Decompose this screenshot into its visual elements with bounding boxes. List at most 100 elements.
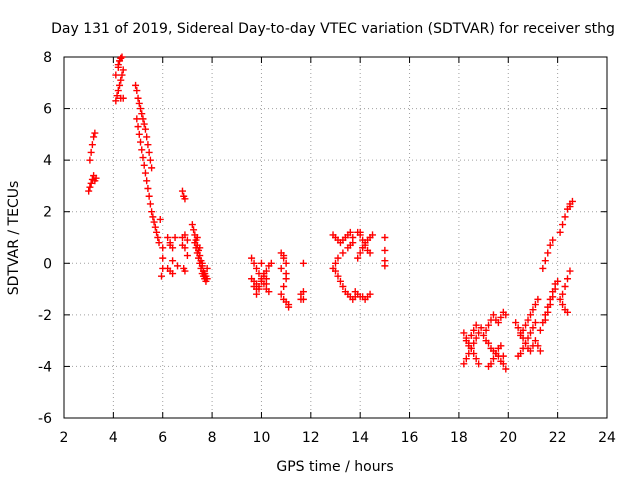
data-point xyxy=(203,264,211,272)
data-point xyxy=(566,267,574,275)
data-point xyxy=(282,270,290,278)
data-point xyxy=(531,319,539,327)
data-point xyxy=(475,329,483,337)
data-point xyxy=(155,239,163,247)
data-point xyxy=(181,195,189,203)
x-tick-label: 14 xyxy=(351,430,369,446)
data-point xyxy=(502,311,510,319)
data-point xyxy=(559,301,567,309)
data-point xyxy=(561,213,569,221)
data-point xyxy=(166,241,174,249)
data-point xyxy=(119,66,127,74)
data-point xyxy=(134,123,142,131)
data-point xyxy=(460,360,468,368)
data-point xyxy=(472,334,480,342)
data-point xyxy=(514,324,522,332)
data-point xyxy=(366,290,374,298)
data-point xyxy=(526,329,534,337)
data-point xyxy=(112,97,120,105)
data-point xyxy=(86,183,94,191)
data-point xyxy=(334,272,342,280)
data-point xyxy=(526,347,534,355)
data-point xyxy=(512,319,520,327)
data-point xyxy=(381,234,389,241)
data-point xyxy=(462,355,470,363)
data-point xyxy=(138,110,146,118)
data-point xyxy=(470,350,478,358)
data-point xyxy=(485,339,493,347)
data-point xyxy=(154,234,162,241)
data-point xyxy=(90,133,98,141)
data-point xyxy=(470,326,478,334)
data-point xyxy=(87,148,95,156)
data-point xyxy=(134,94,142,102)
data-point xyxy=(285,303,293,311)
data-point xyxy=(332,267,339,275)
data-point xyxy=(299,288,307,296)
data-point xyxy=(517,331,525,339)
data-point xyxy=(492,350,500,358)
data-point xyxy=(178,241,186,249)
x-tick-label: 24 xyxy=(598,430,616,446)
data-point xyxy=(534,342,542,350)
data-point xyxy=(117,54,125,62)
data-point xyxy=(138,146,146,154)
data-point xyxy=(88,141,96,149)
data-point xyxy=(349,239,357,247)
x-tick-label: 20 xyxy=(499,430,517,446)
data-point xyxy=(282,259,290,267)
data-point xyxy=(566,203,574,211)
data-point xyxy=(265,288,273,296)
data-point xyxy=(135,130,143,138)
data-point xyxy=(181,231,189,239)
data-point xyxy=(145,192,153,200)
data-point xyxy=(133,115,141,123)
data-point xyxy=(116,81,124,89)
data-point xyxy=(539,264,547,272)
data-point xyxy=(502,365,510,373)
data-point xyxy=(193,234,201,241)
data-point xyxy=(519,326,527,334)
y-tick-label: 8 xyxy=(43,50,52,66)
data-point xyxy=(143,133,151,141)
y-tick-label: 6 xyxy=(43,102,52,118)
data-point xyxy=(86,156,94,164)
data-point xyxy=(332,259,339,267)
data-point xyxy=(536,347,544,355)
data-point xyxy=(169,270,177,278)
data-point xyxy=(366,249,374,257)
data-point xyxy=(334,254,342,262)
data-point xyxy=(198,259,206,267)
data-point xyxy=(262,275,270,283)
data-point xyxy=(92,174,100,182)
data-point xyxy=(472,355,480,363)
x-tick-label: 6 xyxy=(158,430,167,446)
data-point xyxy=(114,63,122,71)
data-point xyxy=(529,324,537,332)
data-point xyxy=(369,231,377,239)
data-point xyxy=(522,339,530,347)
data-point xyxy=(149,213,157,221)
data-point xyxy=(91,129,99,137)
x-axis-label: GPS time / hours xyxy=(276,459,393,475)
data-point xyxy=(485,321,493,329)
data-point xyxy=(339,249,347,257)
data-point xyxy=(141,169,149,177)
data-point xyxy=(299,295,307,303)
data-point xyxy=(299,259,307,267)
data-point xyxy=(139,154,147,162)
data-point xyxy=(556,295,564,303)
y-tick-label: 2 xyxy=(43,205,52,221)
data-point xyxy=(526,311,534,319)
data-point xyxy=(541,257,549,265)
data-point xyxy=(531,337,539,345)
data-point xyxy=(354,254,362,262)
data-point xyxy=(135,99,143,107)
data-point xyxy=(346,228,354,236)
data-point xyxy=(191,239,199,247)
data-point xyxy=(549,293,557,301)
data-point xyxy=(169,257,177,265)
data-point xyxy=(559,290,567,298)
data-points xyxy=(85,53,576,373)
